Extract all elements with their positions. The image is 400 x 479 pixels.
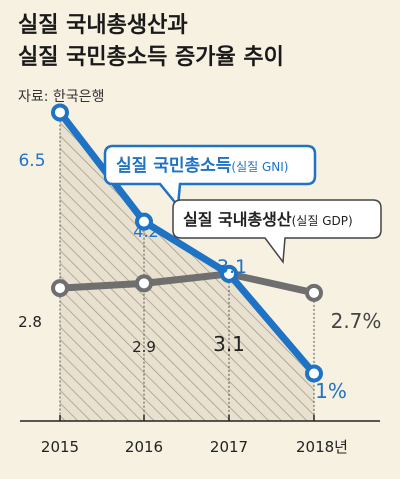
gdp-point-3 bbox=[305, 283, 323, 302]
gni-data-label-0: 6.5 bbox=[18, 151, 45, 171]
x-tick-label-0: 2015 bbox=[41, 438, 79, 456]
gdp-data-label-0: 2.8 bbox=[18, 313, 42, 331]
gdp-data-label-1: 2.9 bbox=[132, 338, 156, 356]
gni-point-3 bbox=[305, 364, 323, 383]
x-tick-label-2: 2017 bbox=[210, 438, 248, 456]
gni-point-1 bbox=[135, 212, 153, 231]
gdp-point-1 bbox=[135, 274, 153, 293]
gni-data-label-2: 3.1 bbox=[217, 256, 247, 278]
gdp-legend-bubble bbox=[172, 199, 382, 265]
gdp-point-0 bbox=[51, 279, 69, 298]
x-tick-label-1: 2016 bbox=[125, 438, 163, 456]
gni-legend-bubble bbox=[103, 144, 317, 210]
x-tick-label-3: 2018년 bbox=[296, 438, 348, 456]
chart-title-line2: 실질 국민총소득 증가율 추이 bbox=[18, 45, 284, 70]
gni-series-line bbox=[57, 110, 317, 376]
gni-data-label-1: 4.2 bbox=[133, 222, 158, 241]
gdp-legend-label: 실질 국내총생산(실질 GDP) bbox=[183, 210, 353, 229]
gni-area-fill bbox=[60, 112, 314, 421]
gdp-data-label-3: 2.7% bbox=[331, 309, 382, 333]
gdp-data-label-2: 3.1 bbox=[213, 332, 245, 356]
source-note: 자료: 한국은행 bbox=[18, 89, 105, 105]
gdp-series-line bbox=[59, 270, 315, 297]
chart-title: 실질 국내총생산과 실질 국민총소득 증가율 추이 bbox=[18, 10, 284, 74]
gni-point-0 bbox=[51, 103, 69, 122]
chart-title-line1: 실질 국내총생산과 bbox=[18, 13, 188, 38]
gni-point-2 bbox=[220, 264, 238, 283]
gni-data-label-3: 1% bbox=[315, 379, 347, 403]
gni-legend-label: 실질 국민총소득(실질 GNI) bbox=[116, 155, 288, 176]
